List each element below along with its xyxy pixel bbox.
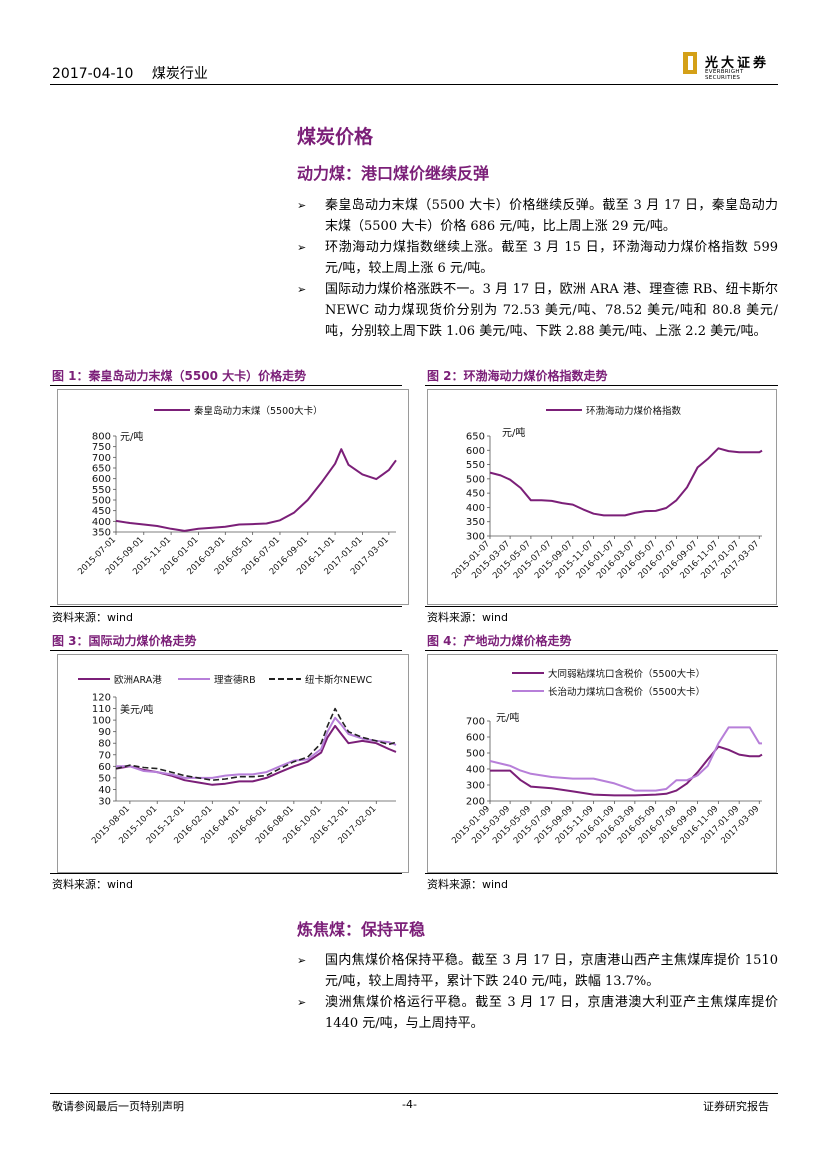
figure-4-chart-box: 200 300 400 500 600 700 2015-01-09 2015-03-09 20…: [427, 654, 777, 873]
bullet-item: 环渤海动力煤指数继续上涨。截至 3 月 15 日，环渤海动力煤价格指数 599 …: [297, 237, 778, 279]
y-tick-label: 700: [92, 453, 111, 464]
y-tick-label: 800: [92, 432, 111, 443]
series-line: [115, 448, 397, 532]
series-line: [115, 707, 397, 781]
figure-1-rule: [50, 385, 402, 386]
series-line: [490, 745, 763, 797]
logo-en-text: EVERBRIGHT SECURITIES: [705, 69, 744, 81]
figure-2-rule: [425, 385, 778, 386]
figure-2-chart: 3003504004505005506006502015-01-072015-0…: [450, 405, 763, 581]
y-tick-label: 600: [92, 474, 111, 485]
figure-2-title: 图 2：环渤海动力煤价格指数走势: [427, 369, 608, 383]
y-tick-label: 110: [92, 704, 111, 715]
y-tick-label: 500: [466, 749, 485, 760]
figure-4-source: 资料来源：wind: [427, 878, 509, 891]
y-tick-label: 300: [466, 781, 485, 792]
series-line: [116, 716, 397, 779]
section-title: 煤炭价格: [297, 126, 374, 148]
y-tick-label: 350: [92, 528, 111, 539]
footer-page-number: -4-: [402, 1098, 417, 1111]
coking-coal-bullets: 国内焦煤价格保持平稳。截至 3 月 17 日，京唐港山西产主焦煤库提价 1510…: [297, 950, 778, 1034]
header-industry: 煤炭行业: [151, 66, 208, 82]
y-tick-label: 100: [92, 716, 111, 727]
figure-4-rule: [425, 650, 778, 651]
figure-1-title: 图 1：秦皇岛动力末煤（5500 大卡）价格走势: [52, 369, 307, 383]
coking-coal-heading: 炼焦煤：保持平稳: [297, 920, 426, 939]
legend-label: 理查德RB: [214, 674, 256, 686]
figure-1-chart-box: 350 400 450 500 550 600 650 700 750 800 2015-07-01…: [57, 389, 409, 605]
y-tick-label: 50: [98, 773, 111, 784]
legend-label: 秦皇岛动力末煤（5500大卡）: [194, 405, 323, 417]
bullet-item: 澳洲焦煤价格运行平稳。截至 3 月 17 日，京唐港澳大利亚产主焦煤库提价 14…: [297, 992, 778, 1034]
series-line: [489, 447, 763, 517]
thermal-coal-heading: 动力煤：港口煤价继续反弹: [297, 164, 490, 183]
y-tick-label: 600: [466, 446, 485, 457]
y-tick-label: 60: [98, 762, 111, 773]
y-tick-label: 90: [98, 727, 111, 738]
header-rule: [50, 84, 778, 85]
y-tick-label: 650: [92, 464, 111, 475]
y-tick-label: 80: [98, 739, 111, 750]
y-tick-label: 700: [466, 717, 485, 728]
figure-3-source: 资料来源：wind: [52, 878, 134, 891]
y-unit-label: 元/吨: [502, 426, 525, 439]
figure-4-bottom-rule: [425, 873, 778, 874]
figure-4-title: 图 4：产地动力煤价格走势: [427, 634, 572, 648]
y-unit-label: 美元/吨: [120, 703, 153, 716]
y-tick-label: 550: [92, 485, 111, 496]
y-tick-label: 400: [466, 765, 485, 776]
figure-3-chart: 304050607080901001101202015-08-012015-10…: [78, 674, 397, 846]
logo-mark-icon: [683, 52, 697, 74]
y-tick-label: 70: [98, 750, 111, 761]
y-tick-label: 30: [98, 797, 111, 808]
footer-disclaimer: 敬请参阅最后一页特别声明: [52, 1100, 184, 1113]
y-tick-label: 400: [92, 517, 111, 528]
y-tick-label: 40: [98, 785, 111, 796]
figure-3-chart-box: 30 40 50 60 70 80 90 100 110 120 2015-08-01 2015-10…: [57, 654, 409, 873]
y-tick-label: 300: [466, 532, 485, 543]
y-unit-label: 元/吨: [496, 711, 519, 724]
bullet-item: 国际动力煤价格涨跌不一。3 月 17 日，欧洲 ARA 港、理查德 RB、纽卡斯…: [297, 279, 778, 342]
company-logo: 光大证券 EVERBRIGHT SECURITIES: [683, 52, 779, 81]
y-tick-label: 450: [466, 489, 485, 500]
y-tick-label: 500: [92, 496, 111, 507]
figure-3-rule: [50, 650, 402, 651]
y-tick-label: 350: [466, 517, 485, 528]
figure-2-bottom-rule: [425, 606, 778, 607]
y-tick-label: 400: [466, 503, 485, 514]
legend-label: 纽卡斯尔NEWC: [305, 674, 373, 686]
series-line: [115, 724, 397, 786]
thermal-coal-bullets: 秦皇岛动力末煤（5500 大卡）价格继续反弹。截至 3 月 17 日，秦皇岛动力…: [297, 195, 778, 342]
bullet-item: 国内焦煤价格保持平稳。截至 3 月 17 日，京唐港山西产主焦煤库提价 1510…: [297, 950, 778, 992]
series-line: [489, 726, 762, 792]
y-tick-label: 200: [466, 797, 485, 808]
y-tick-label: 120: [92, 693, 111, 704]
legend-label: 大同弱粘煤坑口含税价（5500大卡）: [548, 668, 705, 680]
y-unit-label: 元/吨: [120, 430, 143, 443]
figure-3-title: 图 3：国际动力煤价格走势: [52, 634, 197, 648]
y-tick-label: 500: [466, 474, 485, 485]
y-tick-label: 650: [466, 432, 485, 443]
y-tick-label: 550: [466, 460, 485, 471]
legend-label: 长治动力煤坑口含税价（5500大卡）: [548, 686, 705, 698]
y-tick-label: 600: [466, 733, 485, 744]
figure-1-bottom-rule: [50, 606, 402, 607]
logo-cn-text: 光大证券: [705, 56, 770, 71]
figure-2-chart-box: 300 350 400 450 500 550 600 650 2015-01-07 2015-0…: [427, 389, 777, 605]
footer-rule: [50, 1093, 778, 1094]
figure-1-source: 资料来源：wind: [52, 611, 134, 624]
figure-1-chart: 3504004505005506006507007508002015-07-01…: [76, 405, 397, 577]
header-date: 2017-04-10: [52, 66, 134, 82]
figure-4-chart: 2003004005006007002015-01-092015-03-0920…: [450, 668, 763, 846]
figure-3-bottom-rule: [50, 873, 402, 874]
legend-label: 环渤海动力煤价格指数: [586, 405, 682, 417]
legend-label: 欧洲ARA港: [114, 674, 162, 686]
bullet-item: 秦皇岛动力末煤（5500 大卡）价格继续反弹。截至 3 月 17 日，秦皇岛动力…: [297, 195, 778, 237]
figure-2-source: 资料来源：wind: [427, 611, 509, 624]
page-header: 2017-04-10 煤炭行业: [52, 63, 208, 83]
footer-report-type: 证券研究报告: [703, 1100, 769, 1113]
y-tick-label: 750: [92, 442, 111, 453]
y-tick-label: 450: [92, 506, 111, 517]
